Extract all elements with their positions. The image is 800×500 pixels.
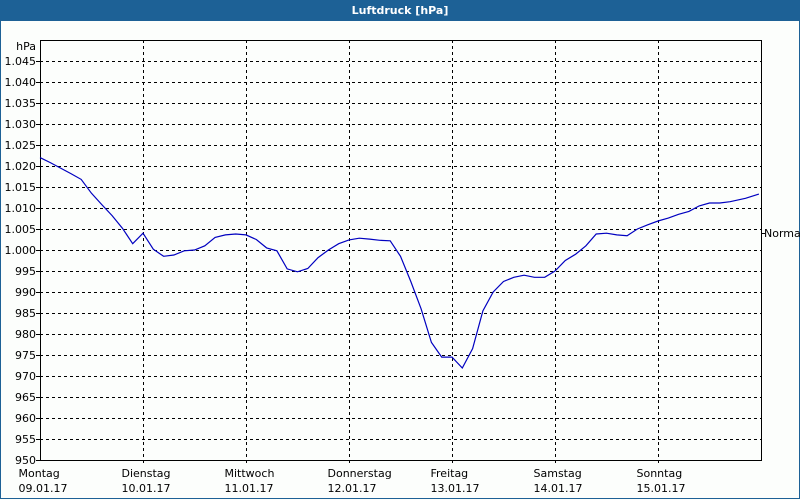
x-tick-day: Samstag <box>533 467 582 480</box>
x-tick-date: 12.01.17 <box>327 482 377 495</box>
x-tick-date: 09.01.17 <box>18 482 68 495</box>
y-tick-label: 990 <box>15 285 36 299</box>
y-tick-label: 1.025 <box>4 138 37 152</box>
x-tick-day: Montag <box>18 467 60 480</box>
y-tick-label: 970 <box>15 369 36 383</box>
y-tick-label: 985 <box>15 306 36 320</box>
y-tick-label: 1.005 <box>4 222 37 236</box>
y-axis-unit: hPa <box>16 40 36 53</box>
y-tick-label: 1.000 <box>4 243 37 257</box>
y-tick-label: 980 <box>15 327 36 341</box>
y-tick-label: 1.010 <box>4 201 37 215</box>
x-tick-day: Mittwoch <box>224 467 275 480</box>
y-tick-label: 1.035 <box>4 96 37 110</box>
x-tick-date: 15.01.17 <box>636 482 686 495</box>
x-tick-day: Donnerstag <box>327 467 392 480</box>
y-tick-label: 955 <box>15 432 36 446</box>
x-tick-date: 13.01.17 <box>430 482 480 495</box>
normal-label: Normal <box>764 226 800 240</box>
x-tick-date: 10.01.17 <box>121 482 171 495</box>
x-tick-day: Freitag <box>430 467 469 480</box>
y-tick-label: 1.040 <box>4 75 37 89</box>
y-tick-label: 1.015 <box>4 180 37 194</box>
y-tick-label: 965 <box>15 390 36 404</box>
y-tick-label: 1.030 <box>4 117 37 131</box>
window-title: Luftdruck [hPa] <box>0 0 800 21</box>
plot-frame <box>40 40 762 461</box>
y-tick-label: 975 <box>15 348 36 362</box>
y-tick-label: 1.020 <box>4 159 37 173</box>
y-tick-label: 1.045 <box>4 54 37 68</box>
y-tick-label: 995 <box>15 264 36 278</box>
x-tick-date: 11.01.17 <box>224 482 274 495</box>
x-tick-date: 14.01.17 <box>533 482 583 495</box>
x-tick-day: Sonntag <box>636 467 683 480</box>
y-tick-label: 960 <box>15 411 36 425</box>
x-tick-day: Dienstag <box>121 467 171 480</box>
pressure-line <box>39 157 760 370</box>
y-tick-label: 950 <box>15 453 36 467</box>
